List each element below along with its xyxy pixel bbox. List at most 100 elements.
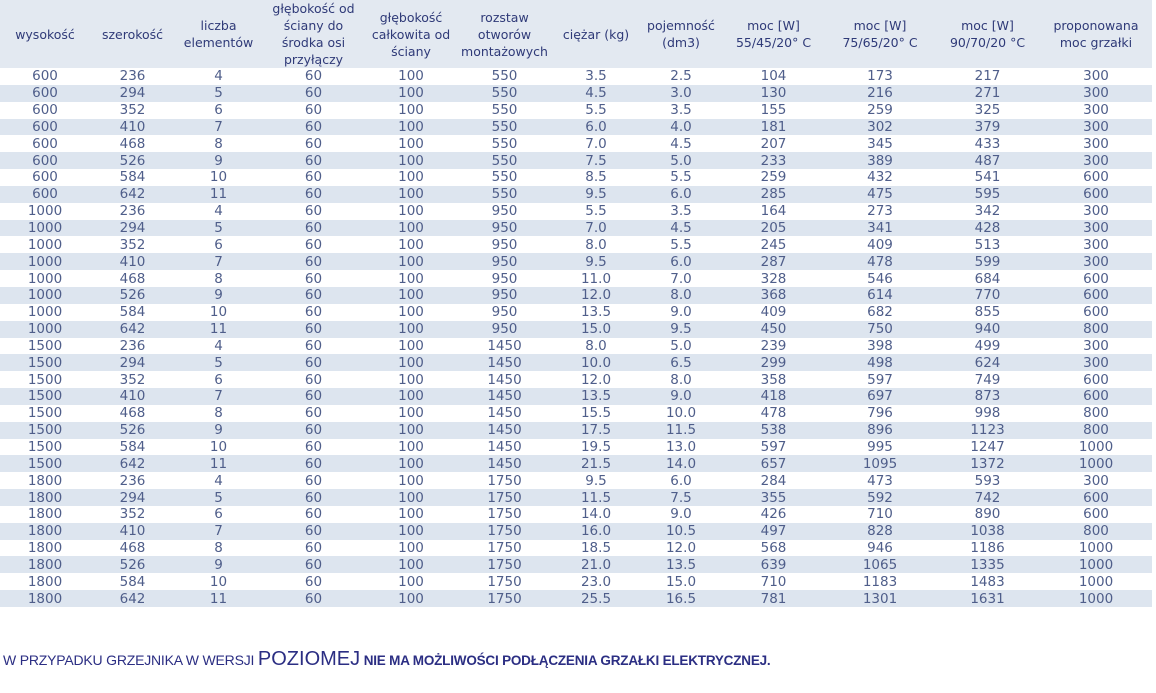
table-cell: 541	[974, 169, 1001, 186]
table-cell: 418	[760, 388, 787, 405]
table-cell: 10.0	[580, 354, 612, 371]
table-cell: 584	[119, 573, 146, 590]
table-cell: 600	[1083, 169, 1109, 186]
table-cell: 1450	[487, 422, 522, 439]
table-cell: 379	[974, 118, 1001, 135]
table-cell: 1000	[1078, 573, 1114, 590]
table-cell: 896	[867, 422, 893, 439]
table-cell: 15.5	[580, 405, 612, 422]
table-cell: 1000	[27, 321, 63, 338]
table-cell: 550	[491, 102, 518, 119]
table-cell: 100	[398, 337, 424, 354]
table-cell: 18.5	[580, 540, 612, 557]
table-cell: 426	[760, 506, 787, 523]
table-cell: 600	[32, 135, 58, 152]
table-cell: 8	[214, 540, 223, 557]
table-cell: 5	[214, 354, 223, 371]
table-cell: 592	[867, 489, 893, 506]
table-cell: 100	[398, 102, 424, 119]
table-cell: 4	[214, 68, 223, 85]
table-cell: 60	[304, 102, 323, 119]
table-cell: 684	[974, 270, 1001, 287]
table-row: 1000 352 6 60 100 950 8.0 5.5 245 409 513 300	[0, 236, 1152, 253]
table-cell: 1450	[487, 388, 522, 405]
table-cell: 60	[304, 236, 323, 253]
table-cell: 2.5	[670, 68, 692, 85]
table-row: 1800 352 6 60 100 1750 14.0 9.0 426 710 890 600	[0, 506, 1152, 523]
table-cell: 299	[760, 354, 787, 371]
table-cell: 498	[867, 354, 893, 371]
table-cell: 60	[304, 253, 323, 270]
table-cell: 14.0	[580, 506, 612, 523]
table-cell: 4.5	[670, 220, 692, 237]
table-cell: 100	[398, 354, 424, 371]
table-cell: 300	[1083, 85, 1109, 102]
table-cell: 9.0	[670, 506, 692, 523]
table-cell: 100	[398, 422, 424, 439]
table-cell: 8	[214, 405, 223, 422]
table-cell: 1800	[27, 590, 63, 607]
table-cell: 130	[760, 85, 787, 102]
table-cell: 5.0	[670, 152, 692, 169]
table-cell: 1450	[487, 405, 522, 422]
table-cell: 1450	[487, 371, 522, 388]
table-cell: 5	[214, 220, 223, 237]
table-cell: 1800	[27, 556, 63, 573]
table-cell: 7	[214, 388, 223, 405]
table-cell: 3.0	[670, 85, 692, 102]
table-cell: 697	[867, 388, 893, 405]
table-cell: 398	[867, 337, 893, 354]
table-cell: 60	[304, 573, 323, 590]
table-cell: 60	[304, 422, 323, 439]
table-row: 1800 294 5 60 100 1750 11.5 7.5 355 592 742 600	[0, 489, 1152, 506]
table-cell: 236	[119, 68, 146, 85]
table-cell: 1450	[487, 354, 522, 371]
table-cell: 550	[491, 169, 518, 186]
table-cell: 341	[867, 220, 893, 237]
table-cell: 1000	[1078, 540, 1114, 557]
table-cell: 60	[304, 68, 323, 85]
table-row: 1500 468 8 60 100 1450 15.5 10.0 478 796 998 800	[0, 405, 1152, 422]
table-cell: 100	[398, 540, 424, 557]
table-cell: 358	[760, 371, 787, 388]
table-cell: 9	[214, 422, 223, 439]
table-cell: 60	[304, 220, 323, 237]
table-cell: 100	[398, 489, 424, 506]
table-cell: 60	[304, 438, 323, 455]
table-cell: 285	[760, 186, 787, 203]
table-row: 600 410 7 60 100 550 6.0 4.0 181 302 379 300	[0, 118, 1152, 136]
table-cell: 600	[32, 102, 58, 119]
table-cell: 5.5	[585, 102, 607, 119]
table-cell: 9.5	[585, 253, 607, 270]
table-cell: 4.0	[670, 118, 692, 135]
table-cell: 100	[398, 438, 424, 455]
header-capacity: pojemność (dm3)	[647, 18, 715, 50]
table-cell: 287	[760, 253, 787, 270]
table-row: 1500 410 7 60 100 1450 13.5 9.0 418 697 873 600	[0, 388, 1152, 405]
table-cell: 8	[214, 135, 223, 152]
table-cell: 855	[974, 304, 1001, 321]
table-row: 1500 584 10 60 100 1450 19.5 13.0 597 995 1247 1000	[0, 439, 1152, 456]
table-cell: 5.5	[585, 203, 607, 220]
table-cell: 1000	[1078, 590, 1114, 607]
table-cell: 13.5	[665, 556, 697, 573]
table-cell: 302	[867, 118, 893, 135]
table-cell: 1247	[970, 438, 1005, 455]
table-cell: 60	[304, 590, 323, 607]
table-cell: 60	[304, 556, 323, 573]
table-cell: 7.0	[670, 270, 692, 287]
table-cell: 409	[867, 236, 893, 253]
table-cell: 550	[491, 85, 518, 102]
table-cell: 796	[867, 405, 893, 422]
table-cell: 100	[398, 388, 424, 405]
table-cell: 642	[119, 321, 146, 338]
note-part-3: NIE MA MOŻLIWOŚCI PODŁĄCZENIA GRZAŁKI EL…	[360, 653, 771, 668]
table-cell: 428	[974, 220, 1001, 237]
table-cell: 352	[119, 371, 146, 388]
table-cell: 538	[760, 422, 787, 439]
table-cell: 259	[760, 169, 787, 186]
header-width: szerokość	[101, 26, 164, 42]
table-cell: 389	[867, 152, 893, 169]
table-cell: 890	[974, 506, 1001, 523]
table-cell: 584	[119, 438, 146, 455]
